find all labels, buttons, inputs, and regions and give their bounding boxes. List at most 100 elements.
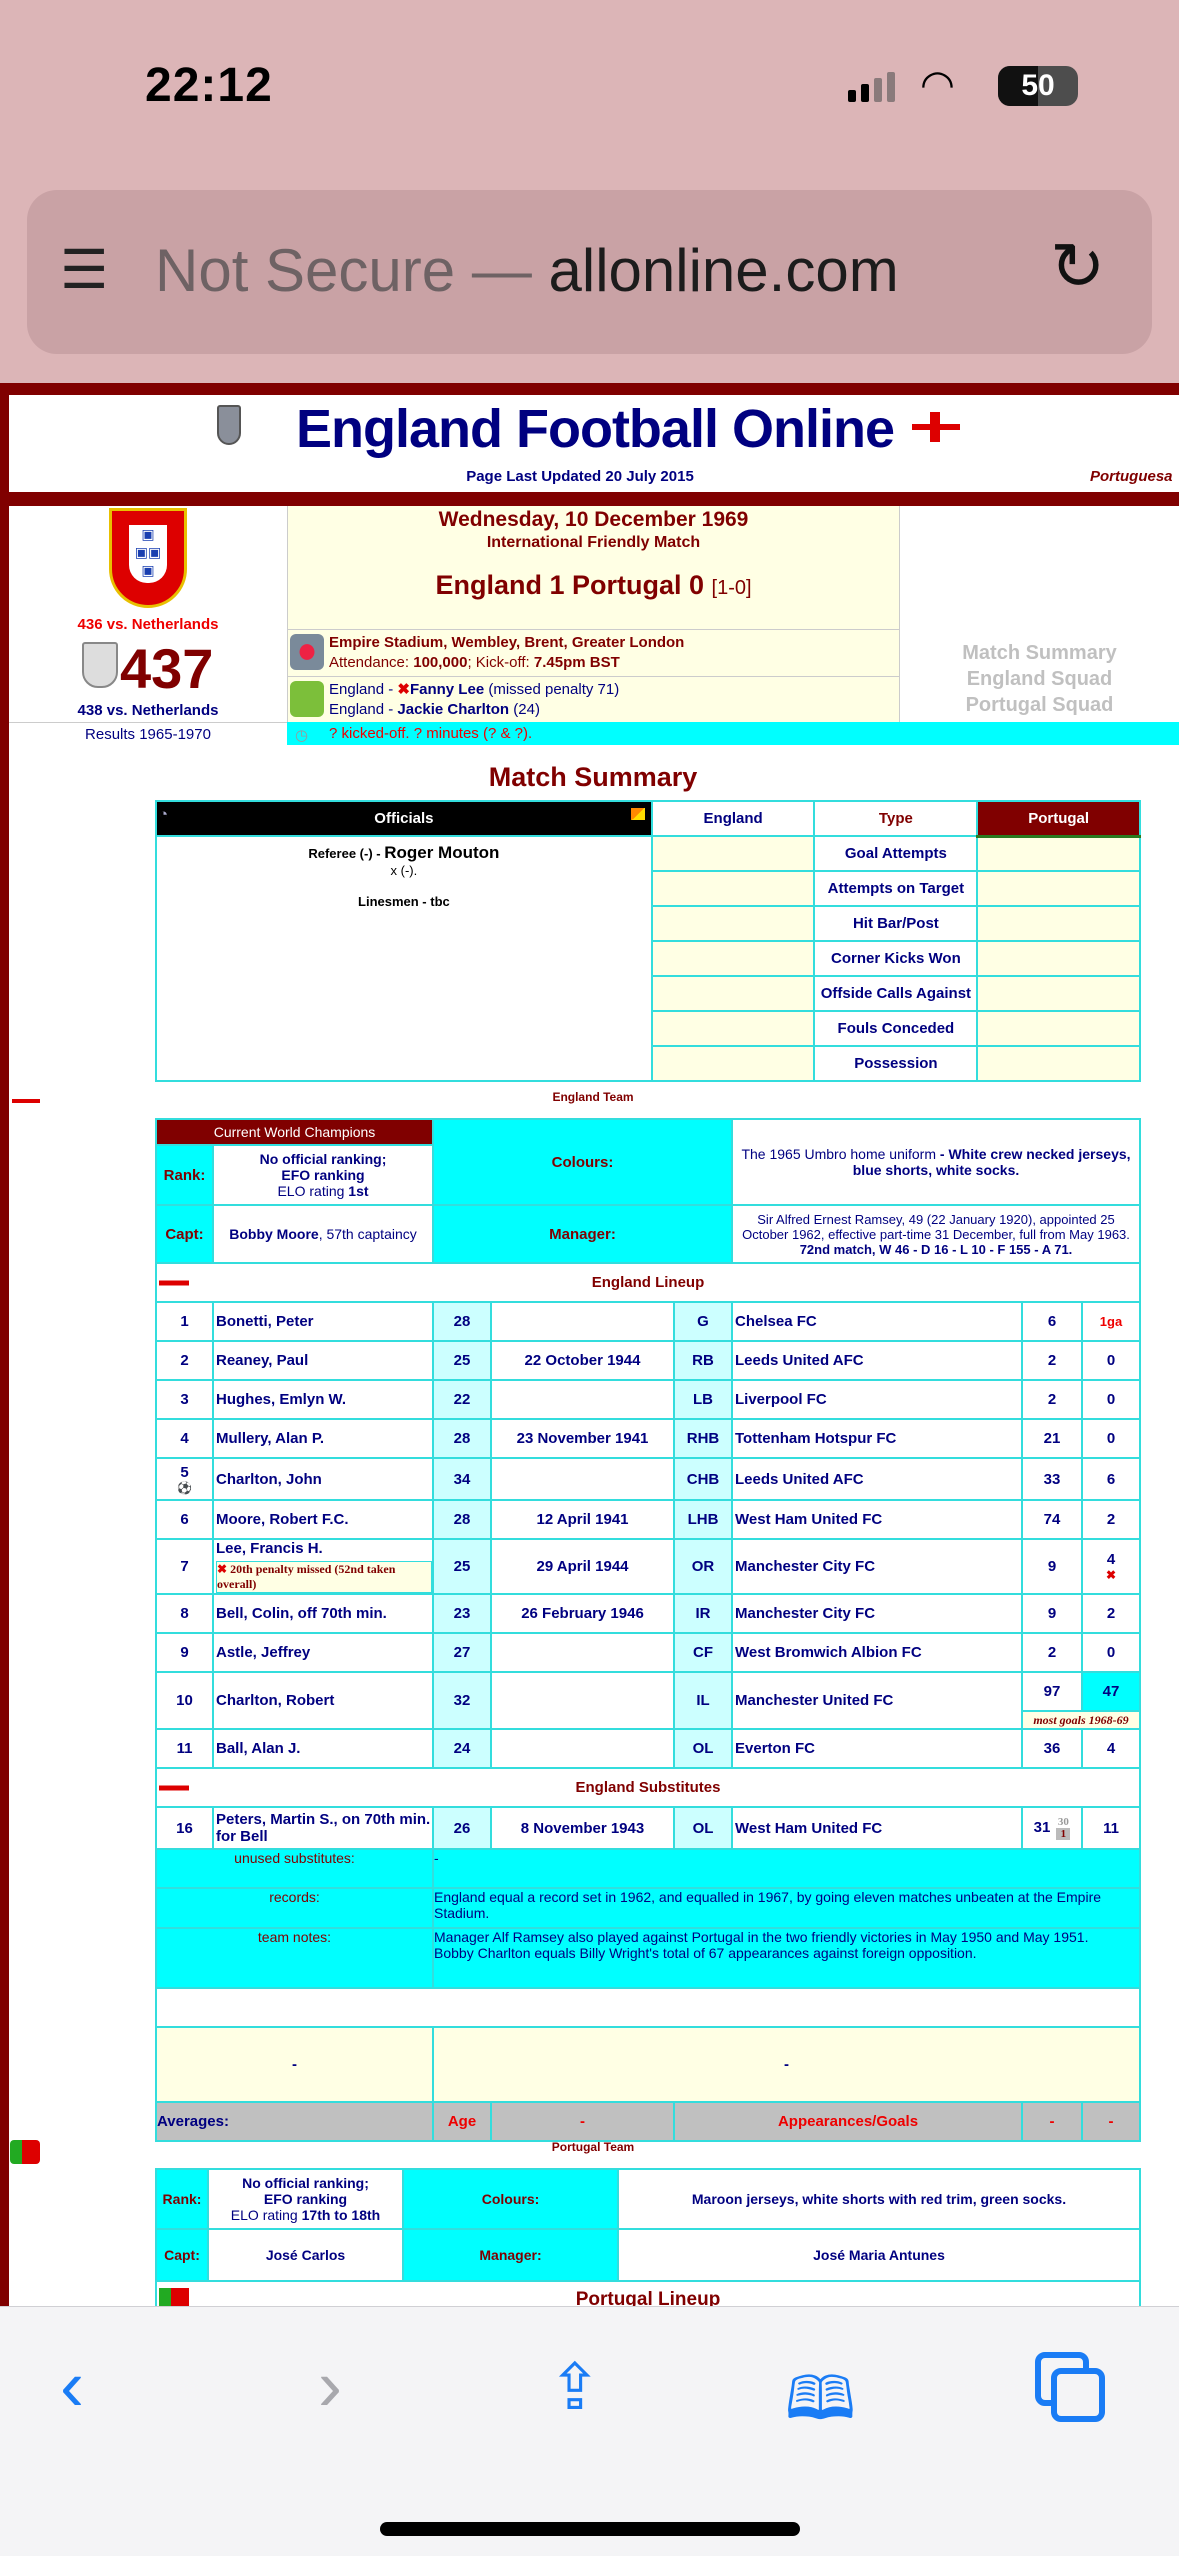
player-name[interactable]: Ball, Alan J. xyxy=(212,1728,434,1769)
player-name[interactable]: Mullery, Alan P. xyxy=(212,1418,434,1459)
shirt-number-text: 16 xyxy=(176,1819,193,1837)
player-club[interactable]: Leeds United AFC xyxy=(731,1457,1023,1501)
player-name[interactable]: Charlton, John xyxy=(212,1457,434,1501)
portugal-team-label: Portugal Team xyxy=(551,2140,635,2154)
kickoff-time: 7.45pm BST xyxy=(533,654,620,671)
page-links: Match Summary England Squad Portugal Squ… xyxy=(900,640,1179,718)
player-position: OL xyxy=(673,1728,733,1769)
player-name[interactable]: Hughes, Emlyn W. xyxy=(212,1379,434,1420)
scorer-name[interactable]: Fanny Lee xyxy=(409,681,485,698)
player-club[interactable]: Chelsea FC xyxy=(731,1301,1023,1342)
score-text: England 1 Portugal 0 xyxy=(435,570,704,600)
portugal-flag-icon xyxy=(10,2140,40,2164)
player-name[interactable]: Bell, Colin, off 70th min. xyxy=(212,1593,434,1634)
manager-record: 72nd match, W 46 - D 16 - L 10 - F 155 -… xyxy=(799,1241,1073,1257)
player-position: OR xyxy=(673,1538,733,1595)
records-text: England equal a record set in 1962, and … xyxy=(434,1889,1102,1921)
reader-icon[interactable]: ☰ xyxy=(60,240,109,300)
results-link[interactable]: Results 1965-1970 xyxy=(9,722,287,745)
record-note-text: most goals 1968-69 xyxy=(1033,1712,1129,1727)
player-name[interactable]: Peters, Martin S., on 70th min. for Bell xyxy=(212,1806,434,1850)
player-club[interactable]: West Ham United FC xyxy=(731,1499,1023,1540)
player-caps-text: 21 xyxy=(1043,1430,1061,1447)
bookmarks-icon[interactable]: 🕮 xyxy=(785,2365,856,2432)
player-club[interactable]: West Bromwich Albion FC xyxy=(731,1632,1023,1673)
url-bar[interactable] xyxy=(27,190,1152,354)
player-club[interactable]: Tottenham Hotspur FC xyxy=(731,1418,1023,1459)
forward-icon[interactable]: › xyxy=(318,2346,342,2426)
player-dob: 22 October 1944 xyxy=(490,1340,675,1381)
player-name[interactable]: Charlton, Robert xyxy=(212,1671,434,1730)
player-caps: 74 xyxy=(1021,1499,1083,1540)
player-position-text: LB xyxy=(693,1391,713,1408)
player-club[interactable]: West Ham United FC xyxy=(731,1806,1023,1850)
previous-match-link[interactable]: 436 vs. Netherlands xyxy=(77,616,219,633)
player-name-text: Charlton, John xyxy=(216,1470,322,1488)
manager-name[interactable]: José Maria Antunes xyxy=(617,2228,1141,2282)
caps-text: 31 xyxy=(1033,1818,1051,1836)
share-icon[interactable]: ⇪ xyxy=(548,2351,602,2423)
averages-row: Averages: Age - Appearances/Goals - - xyxy=(155,2101,1141,2142)
rank-text: No official ranking; xyxy=(259,1151,387,1167)
player-name[interactable]: Astle, Jeffrey xyxy=(212,1632,434,1673)
player-club[interactable]: Everton FC xyxy=(731,1728,1023,1769)
portugal-crest-icon: ▣ ▣▣ ▣ xyxy=(109,508,187,608)
player-club[interactable]: Manchester United FC xyxy=(731,1671,1023,1730)
portugal-stat xyxy=(976,940,1141,977)
player-caps: 2 xyxy=(1021,1340,1083,1381)
record-note: most goals 1968-69 xyxy=(1021,1710,1141,1730)
match-score: England 1 Portugal 0 [1-0] xyxy=(287,570,900,601)
portugal-stat xyxy=(976,870,1141,907)
player-goals: 4 ✖ xyxy=(1081,1538,1141,1595)
portugal-lineup-title: Portugal Lineup xyxy=(575,2289,721,2310)
player-dob: 8 November 1943 xyxy=(490,1806,675,1850)
scorer-team: England - xyxy=(329,681,398,698)
player-age: 28 xyxy=(432,1499,492,1540)
player-club-text: Chelsea FC xyxy=(735,1313,817,1330)
portugal-squad-link[interactable]: Portugal Squad xyxy=(965,694,1114,716)
portuguesa-link[interactable]: Portuguesa xyxy=(1090,468,1173,485)
tabs-icon[interactable] xyxy=(1035,2352,1105,2422)
player-name[interactable]: Reaney, Paul xyxy=(212,1340,434,1381)
referee-country: x (-). xyxy=(390,863,418,878)
player-club-text: Manchester United FC xyxy=(735,1692,894,1709)
player-dob xyxy=(490,1457,675,1501)
captain-name[interactable]: José Carlos xyxy=(207,2228,404,2282)
maroon-bar xyxy=(0,383,1179,395)
player-goals: 0 xyxy=(1081,1418,1141,1459)
shirt-number-text: 2 xyxy=(180,1352,189,1369)
player-club-text: Leeds United AFC xyxy=(735,1470,864,1488)
player-name[interactable]: Moore, Robert F.C. xyxy=(212,1499,434,1540)
next-match-link[interactable]: 438 vs. Netherlands xyxy=(77,702,219,719)
penalty-note-text: 20th penalty missed (52nd taken overall) xyxy=(217,1562,396,1591)
back-icon[interactable]: ‹ xyxy=(60,2346,84,2426)
browser-toolbar xyxy=(0,2306,1179,2556)
site-title[interactable]: England Football Online xyxy=(296,399,895,459)
player-club[interactable]: Manchester City FC xyxy=(731,1538,1023,1595)
player-name-text: Ball, Alan J. xyxy=(216,1740,301,1757)
rank-label: Rank: xyxy=(155,2168,209,2230)
player-club[interactable]: Liverpool FC xyxy=(731,1379,1023,1420)
player-position: LHB xyxy=(673,1499,733,1540)
player-dob-text: 26 February 1946 xyxy=(521,1605,644,1622)
player-club-text: Manchester City FC xyxy=(735,1605,876,1622)
url-text[interactable]: Not Secure — allonline.com xyxy=(155,236,899,305)
player-club[interactable]: Manchester City FC xyxy=(731,1593,1023,1634)
player-club[interactable]: Leeds United AFC xyxy=(731,1340,1023,1381)
scorer-name[interactable]: Jackie Charlton xyxy=(397,701,510,718)
reload-icon[interactable]: ↻ xyxy=(1050,229,1106,303)
player-dob: 23 November 1941 xyxy=(490,1418,675,1459)
player-goals: 0 xyxy=(1081,1340,1141,1381)
england-stat xyxy=(650,1045,816,1082)
player-caps: 9 xyxy=(1021,1593,1083,1634)
player-row: 10 Charlton, Robert 32 IL Manchester United … xyxy=(155,1671,1141,1730)
player-name[interactable]: Lee, Francis H. ✖ 20th penalty missed (52… xyxy=(212,1538,434,1595)
team-notes-value: Manager Alf Ramsey also played against P… xyxy=(432,1927,1141,1989)
player-name[interactable]: Bonetti, Peter xyxy=(212,1301,434,1342)
shirt-number: 8 xyxy=(155,1593,214,1634)
player-row: 8 Bell, Colin, off 70th min. 23 26 February… xyxy=(155,1593,1141,1634)
player-goals: 6 xyxy=(1081,1457,1141,1501)
match-summary-link[interactable]: Match Summary xyxy=(962,642,1117,664)
england-squad-link[interactable]: England Squad xyxy=(966,668,1113,690)
captain-name[interactable]: Bobby Moore xyxy=(229,1226,319,1242)
